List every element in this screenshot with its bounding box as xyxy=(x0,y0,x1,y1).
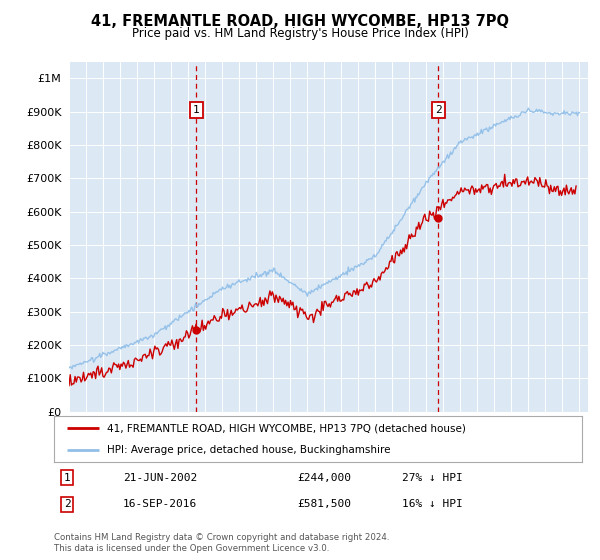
Text: 2: 2 xyxy=(435,105,442,115)
Text: 16-SEP-2016: 16-SEP-2016 xyxy=(122,499,197,509)
Text: 21-JUN-2002: 21-JUN-2002 xyxy=(122,473,197,483)
Text: 41, FREMANTLE ROAD, HIGH WYCOMBE, HP13 7PQ: 41, FREMANTLE ROAD, HIGH WYCOMBE, HP13 7… xyxy=(91,14,509,29)
Text: 1: 1 xyxy=(64,473,71,483)
Text: 16% ↓ HPI: 16% ↓ HPI xyxy=(403,499,463,509)
Text: Contains HM Land Registry data © Crown copyright and database right 2024.
This d: Contains HM Land Registry data © Crown c… xyxy=(54,533,389,553)
Text: £581,500: £581,500 xyxy=(297,499,351,509)
Text: HPI: Average price, detached house, Buckinghamshire: HPI: Average price, detached house, Buck… xyxy=(107,445,391,455)
Text: 41, FREMANTLE ROAD, HIGH WYCOMBE, HP13 7PQ (detached house): 41, FREMANTLE ROAD, HIGH WYCOMBE, HP13 7… xyxy=(107,423,466,433)
Text: £244,000: £244,000 xyxy=(297,473,351,483)
Text: 27% ↓ HPI: 27% ↓ HPI xyxy=(403,473,463,483)
Text: 1: 1 xyxy=(193,105,199,115)
Text: Price paid vs. HM Land Registry's House Price Index (HPI): Price paid vs. HM Land Registry's House … xyxy=(131,27,469,40)
Text: 2: 2 xyxy=(64,499,71,509)
